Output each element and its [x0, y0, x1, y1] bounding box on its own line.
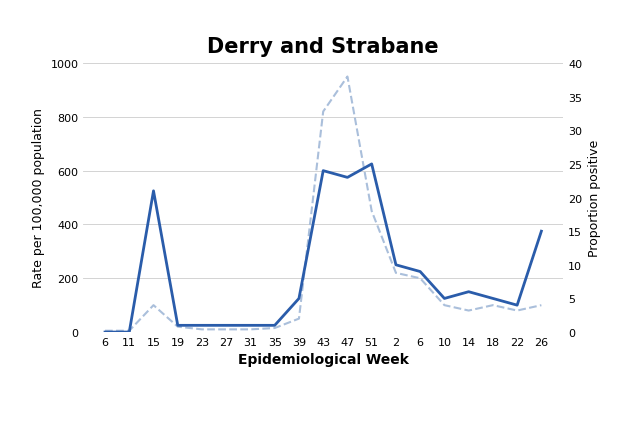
Proportion Positive: [392, 262, 400, 268]
Proportion Positive: [198, 323, 206, 328]
X-axis label: Epidemiological Week: Epidemiological Week: [238, 353, 408, 367]
Rate per 100,000 population: [198, 327, 206, 332]
Rate per 100,000 population: [465, 308, 472, 314]
Rate per 100,000 population: [271, 326, 278, 331]
Rate per 100,000 population: [368, 209, 376, 214]
Rate per 100,000 population: [150, 303, 157, 308]
Proportion Positive: [125, 330, 133, 335]
Proportion Positive: [368, 162, 376, 167]
Rate per 100,000 population: [440, 303, 448, 308]
Rate per 100,000 population: [101, 328, 109, 334]
Rate per 100,000 population: [125, 328, 133, 334]
Proportion Positive: [150, 189, 157, 194]
Rate per 100,000 population: [246, 327, 254, 332]
Line: Rate per 100,000 population: Rate per 100,000 population: [105, 78, 541, 331]
Rate per 100,000 population: [344, 75, 351, 80]
Proportion Positive: [295, 296, 303, 301]
Proportion Positive: [344, 176, 351, 181]
Y-axis label: Proportion positive: Proportion positive: [588, 140, 601, 256]
Rate per 100,000 population: [538, 303, 545, 308]
Y-axis label: Rate per 100,000 population: Rate per 100,000 population: [32, 108, 45, 288]
Proportion Positive: [222, 323, 230, 328]
Legend: Rate per 100,000 population, Proportion Positive: Rate per 100,000 population, Proportion …: [123, 424, 524, 426]
Rate per 100,000 population: [489, 303, 497, 308]
Line: Proportion Positive: Proportion Positive: [105, 164, 541, 332]
Rate per 100,000 population: [417, 276, 424, 281]
Proportion Positive: [465, 290, 472, 295]
Proportion Positive: [538, 229, 545, 234]
Proportion Positive: [417, 269, 424, 274]
Rate per 100,000 population: [513, 308, 521, 314]
Proportion Positive: [489, 296, 497, 301]
Proportion Positive: [440, 296, 448, 301]
Title: Derry and Strabane: Derry and Strabane: [207, 37, 439, 57]
Proportion Positive: [319, 169, 327, 174]
Proportion Positive: [101, 330, 109, 335]
Proportion Positive: [246, 323, 254, 328]
Rate per 100,000 population: [222, 327, 230, 332]
Proportion Positive: [271, 323, 278, 328]
Proportion Positive: [174, 323, 182, 328]
Rate per 100,000 population: [392, 271, 400, 276]
Rate per 100,000 population: [174, 324, 182, 329]
Proportion Positive: [513, 303, 521, 308]
Rate per 100,000 population: [295, 316, 303, 321]
Rate per 100,000 population: [319, 109, 327, 115]
